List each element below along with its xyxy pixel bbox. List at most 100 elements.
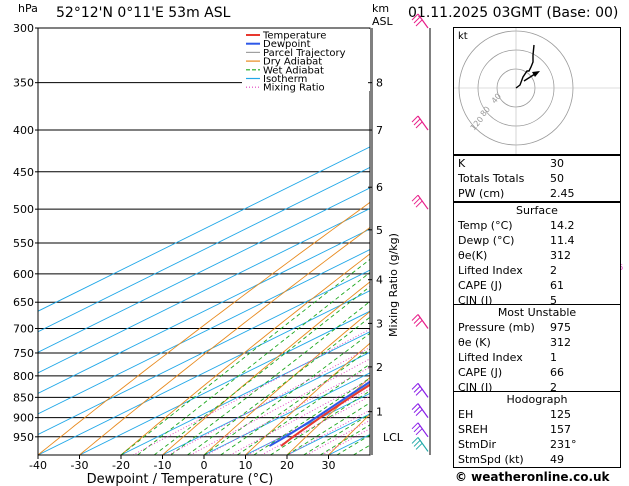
surface-row: CAPE (J) 61 bbox=[454, 278, 620, 293]
hodograph-table-title: Hodograph bbox=[506, 393, 568, 406]
hodo-value: 49 bbox=[550, 453, 564, 466]
temperature-trace bbox=[280, 383, 370, 447]
temperature-tick-label: 10 bbox=[239, 459, 253, 472]
legend-label: Wet Adiabat bbox=[263, 65, 324, 76]
copyright-link[interactable]: © weatheronline.co.uk bbox=[455, 470, 610, 484]
mu-label: CAPE (J) bbox=[458, 366, 503, 379]
surface-row: Lifted Index 2 bbox=[454, 263, 620, 278]
hodograph-plot: kt 40 80 120 bbox=[454, 28, 620, 154]
temperature-tick-label: 30 bbox=[322, 459, 336, 472]
wind-barb-feather bbox=[415, 19, 423, 27]
mu-value: 975 bbox=[550, 321, 571, 334]
wind-barb-feather bbox=[415, 428, 423, 436]
pressure-tick-label: 350 bbox=[13, 77, 34, 90]
isotherm bbox=[38, 207, 370, 374]
pressure-tick-label: 650 bbox=[13, 296, 34, 309]
mu-row: Lifted Index 1 bbox=[454, 350, 620, 365]
wind-barb bbox=[417, 194, 429, 210]
isotherm bbox=[38, 166, 370, 333]
hodo-value: 157 bbox=[550, 423, 571, 436]
legend-label: Dry Adiabat bbox=[263, 57, 322, 68]
wind-barb bbox=[417, 13, 429, 29]
hodo-value: 125 bbox=[550, 408, 571, 421]
surface-label: Lifted Index bbox=[458, 264, 523, 277]
km-tick-label: 2 bbox=[376, 361, 383, 374]
legend-label: Dewpoint bbox=[263, 39, 311, 50]
km-tick-label: 3 bbox=[376, 317, 383, 330]
surface-row: Dewp (°C) 11.4 bbox=[454, 233, 620, 248]
pressure-tick-label: 950 bbox=[13, 431, 34, 444]
pressure-tick-label: 750 bbox=[13, 347, 34, 360]
mixing-ratio-line bbox=[206, 366, 370, 455]
pressure-tick-label: 900 bbox=[13, 412, 34, 425]
wind-barb-feather bbox=[411, 403, 419, 410]
pressure-tick-label: 550 bbox=[13, 237, 34, 250]
wind-barb-feather bbox=[413, 317, 421, 324]
hodograph-trace bbox=[515, 44, 535, 89]
index-value: 50 bbox=[550, 172, 564, 185]
temperature-tick-label: -30 bbox=[71, 459, 89, 472]
isotherm bbox=[38, 269, 370, 435]
wind-barb-feather bbox=[411, 115, 419, 123]
index-row-k: K 30 bbox=[454, 156, 620, 171]
wind-barb bbox=[417, 383, 429, 398]
wind-barb-feather bbox=[411, 13, 419, 21]
mu-value: 66 bbox=[550, 366, 564, 379]
surface-row: CIN (J) 5 bbox=[454, 293, 620, 308]
mixing-ratio-line bbox=[287, 409, 370, 455]
hodo-row: EH 125 bbox=[454, 407, 620, 422]
wet-adiabat bbox=[170, 300, 370, 455]
indices-table: K 30 Totals Totals 50 PW (cm) 2.45 bbox=[453, 155, 621, 202]
pressure-tick-label: 450 bbox=[13, 166, 34, 179]
isotherm bbox=[38, 146, 370, 312]
wind-barb-feather bbox=[413, 118, 421, 126]
surface-label: CIN (J) bbox=[458, 294, 493, 307]
wind-barb-feather bbox=[411, 194, 419, 202]
mixing-ratio-line bbox=[229, 379, 370, 455]
legend-label: Temperature bbox=[262, 31, 326, 42]
index-label: K bbox=[458, 157, 466, 170]
dry-adiabat bbox=[286, 376, 370, 455]
surface-label: θe(K) bbox=[458, 249, 488, 262]
mu-value: 2 bbox=[550, 381, 557, 394]
wind-barb-feather bbox=[413, 197, 421, 205]
wind-barb-feather bbox=[411, 314, 419, 321]
surface-value: 14.2 bbox=[550, 219, 575, 232]
surface-title: Surface bbox=[516, 204, 558, 217]
isotherm bbox=[203, 372, 370, 455]
wind-barb-feather bbox=[415, 320, 423, 327]
most-unstable-table: Most Unstable Pressure (mb) 975 θe (K) 312… bbox=[453, 304, 621, 396]
mixing-ratio-line bbox=[261, 395, 370, 455]
hodo-label: EH bbox=[458, 408, 474, 421]
mu-label: Pressure (mb) bbox=[458, 321, 535, 334]
lcl-label: LCL bbox=[383, 431, 404, 444]
most-unstable-title: Most Unstable bbox=[497, 306, 577, 319]
km-tick-label: 8 bbox=[376, 77, 383, 90]
mu-row: Pressure (mb) 975 bbox=[454, 320, 620, 335]
isotherm bbox=[162, 351, 370, 455]
surface-label: Temp (°C) bbox=[458, 219, 513, 232]
mu-row: CIN (J) 2 bbox=[454, 380, 620, 395]
temperature-tick-label: -10 bbox=[154, 459, 172, 472]
wind-barb-feather bbox=[411, 437, 419, 444]
wet-adiabat bbox=[220, 348, 370, 455]
pressure-tick-label: 300 bbox=[13, 22, 34, 35]
surface-row: Temp (°C) 14.2 bbox=[454, 218, 620, 233]
mu-label: Lifted Index bbox=[458, 351, 523, 364]
legend-label: Isotherm bbox=[263, 74, 307, 85]
legend-box bbox=[242, 29, 370, 91]
dry-adiabat bbox=[162, 281, 370, 455]
dry-adiabat bbox=[79, 226, 370, 455]
mixing-ratio-axis-label: Mixing Ratio (g/kg) bbox=[387, 233, 400, 337]
dewpoint-trace bbox=[268, 380, 370, 447]
wind-barb bbox=[417, 422, 429, 438]
temperature-tick-label: 0 bbox=[201, 459, 208, 472]
pressure-tick-label: 400 bbox=[13, 124, 34, 137]
mixing-ratio-line bbox=[168, 346, 370, 455]
wind-barb bbox=[417, 314, 429, 329]
wind-barb-feather bbox=[415, 121, 423, 129]
temperature-tick-label: -20 bbox=[112, 459, 130, 472]
index-label: Totals Totals bbox=[458, 172, 525, 185]
pressure-tick-label: 700 bbox=[13, 323, 34, 336]
